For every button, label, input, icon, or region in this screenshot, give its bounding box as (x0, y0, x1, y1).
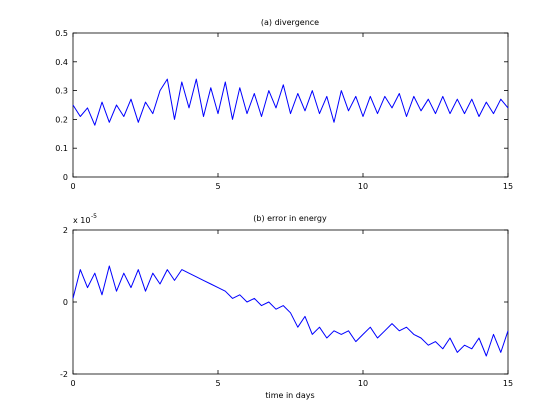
panel-a-xtick-label: 10 (358, 182, 368, 191)
panel-b-ytick-label: -2 (60, 370, 68, 379)
panel-b-xtick-label: 15 (503, 379, 513, 388)
panel-b-xtick-label: 10 (358, 379, 368, 388)
panel-a-title: (a) divergence (261, 18, 319, 27)
panel-a-xtick-label: 15 (503, 182, 513, 191)
panel-a-ytick-label: 0 (63, 173, 68, 182)
panel-a-ytick-label: 0.1 (55, 144, 68, 153)
panel-a-ytick-label: 0.5 (55, 29, 68, 38)
panel-a-series-line (72, 78, 509, 126)
panel-a-ytick-label: 0.3 (55, 87, 68, 96)
panel-b-plot-area (72, 229, 509, 375)
panel-error-in-energy: (b) error in energy x 10 -5 0 5 10 15-202 (60, 213, 513, 388)
panel-b-xtick-label: 5 (215, 379, 220, 388)
panel-b-multiplier: x 10 -5 (73, 213, 97, 225)
panel-b-ytick-label: 2 (63, 226, 68, 235)
panel-b-multiplier-base: x 10 (73, 216, 90, 225)
figure-xlabel: time in days (265, 391, 314, 400)
panel-b-title: (b) error in energy (253, 214, 327, 223)
panel-b-ytick-label: 0 (63, 298, 68, 307)
panel-a-xtick-label: 0 (70, 182, 75, 191)
panel-b-xtick-label: 0 (70, 379, 75, 388)
panel-b-series-line (72, 265, 509, 357)
panel-divergence: (a) divergence 0 5 10 15 0 0.1 0.2 0.3 0.4 0.5 (55, 18, 513, 191)
panel-b-multiplier-exp: -5 (91, 213, 97, 220)
panel-a-ytick-label: 0.4 (55, 58, 68, 67)
panel-a-plot-area (72, 32, 509, 178)
panel-a-xtick-label: 5 (215, 182, 220, 191)
panel-a-ytick-label: 0.2 (55, 115, 68, 124)
